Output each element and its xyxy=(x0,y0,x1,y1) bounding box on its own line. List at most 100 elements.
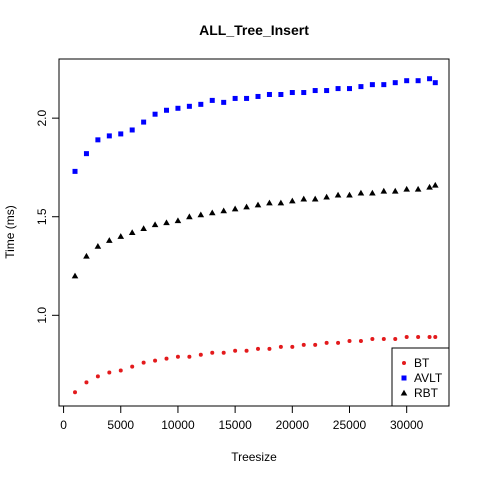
point-bt xyxy=(267,346,272,351)
series-rbt xyxy=(71,181,439,279)
point-rbt xyxy=(140,225,147,232)
point-avlt xyxy=(106,133,112,139)
point-rbt xyxy=(254,201,262,208)
point-bt xyxy=(175,354,180,359)
point-bt xyxy=(393,336,398,341)
legend-marker-rbt xyxy=(400,389,408,396)
point-rbt xyxy=(403,185,410,192)
x-tick-label: 5000 xyxy=(107,418,134,432)
series-bt xyxy=(73,334,438,395)
point-rbt xyxy=(151,221,159,228)
point-avlt xyxy=(72,168,78,174)
point-avlt xyxy=(209,97,215,103)
point-bt xyxy=(210,350,215,355)
point-avlt xyxy=(324,88,330,94)
point-rbt xyxy=(220,207,227,214)
legend-marker-avlt xyxy=(401,375,407,381)
y-tick-label: 2.0 xyxy=(35,109,49,126)
point-rbt xyxy=(277,199,285,206)
point-rbt xyxy=(94,243,102,249)
point-rbt xyxy=(311,195,319,202)
point-rbt xyxy=(426,183,433,190)
x-tick-label: 0 xyxy=(60,418,67,432)
point-avlt xyxy=(415,78,421,84)
point-rbt xyxy=(346,191,353,198)
point-rbt xyxy=(369,189,376,196)
point-rbt xyxy=(357,189,365,196)
point-rbt xyxy=(174,217,182,224)
x-tick-label: 10000 xyxy=(161,418,195,432)
point-avlt xyxy=(369,82,375,88)
series-avlt xyxy=(72,76,438,174)
point-rbt xyxy=(128,229,136,235)
point-bt xyxy=(301,342,306,347)
point-bt xyxy=(416,334,421,339)
point-bt xyxy=(336,340,341,345)
legend-marker-bt xyxy=(402,361,406,365)
x-axis-label: Treesize xyxy=(231,450,277,464)
point-avlt xyxy=(301,90,307,96)
point-bt xyxy=(370,336,375,341)
point-bt xyxy=(256,346,261,351)
point-bt xyxy=(244,348,249,353)
data-marks xyxy=(71,76,439,395)
point-rbt xyxy=(289,197,296,204)
point-bt xyxy=(404,334,409,339)
point-avlt xyxy=(83,151,89,157)
legend-label-bt: BT xyxy=(414,356,430,370)
point-avlt xyxy=(289,90,295,96)
point-avlt xyxy=(198,101,204,107)
point-rbt xyxy=(300,195,308,202)
point-rbt xyxy=(334,191,342,198)
point-bt xyxy=(233,348,238,353)
point-avlt xyxy=(392,80,398,86)
point-avlt xyxy=(164,107,170,113)
point-avlt xyxy=(432,80,438,86)
point-bt xyxy=(84,380,89,385)
point-rbt xyxy=(414,185,422,192)
y-tick-label: 1.0 xyxy=(35,307,49,324)
point-rbt xyxy=(243,203,250,210)
legend-label-avlt: AVLT xyxy=(414,371,443,385)
point-rbt xyxy=(231,205,239,212)
point-avlt xyxy=(152,111,158,117)
point-avlt xyxy=(255,93,261,99)
point-bt xyxy=(130,364,135,369)
point-rbt xyxy=(431,181,439,188)
point-avlt xyxy=(346,86,352,92)
point-avlt xyxy=(221,99,227,105)
y-axis-label: Time (ms) xyxy=(3,205,17,259)
point-avlt xyxy=(335,86,341,92)
y-tick-label: 1.5 xyxy=(35,208,49,225)
point-avlt xyxy=(129,127,135,133)
point-rbt xyxy=(380,187,388,194)
x-axis: 0 5000 10000 15000 20000 25000 30000 xyxy=(60,405,424,432)
point-bt xyxy=(118,368,123,373)
point-rbt xyxy=(163,219,170,226)
point-bt xyxy=(107,370,112,375)
point-avlt xyxy=(381,82,387,88)
point-bt xyxy=(187,354,192,359)
point-bt xyxy=(221,350,226,355)
point-bt xyxy=(313,342,318,347)
point-rbt xyxy=(197,211,205,218)
point-bt xyxy=(73,390,78,395)
point-avlt xyxy=(312,88,318,94)
point-rbt xyxy=(71,272,79,279)
point-avlt xyxy=(175,105,181,111)
point-bt xyxy=(324,340,329,345)
point-rbt xyxy=(106,237,113,243)
x-tick-label: 25000 xyxy=(333,418,367,432)
point-bt xyxy=(278,344,283,349)
point-bt xyxy=(358,338,363,343)
point-rbt xyxy=(208,209,216,216)
point-rbt xyxy=(323,193,330,200)
chart-title: ALL_Tree_Insert xyxy=(199,22,309,38)
point-rbt xyxy=(117,233,125,239)
point-avlt xyxy=(186,103,192,109)
point-avlt xyxy=(278,91,284,97)
point-avlt xyxy=(266,91,272,97)
point-bt xyxy=(95,374,100,379)
x-tick-label: 30000 xyxy=(390,418,424,432)
x-tick-label: 15000 xyxy=(218,418,252,432)
